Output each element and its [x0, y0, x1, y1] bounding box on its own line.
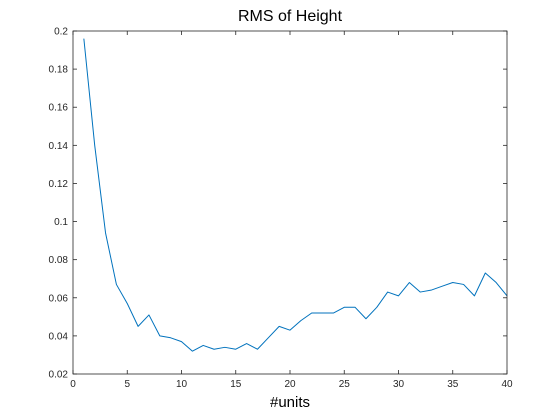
- plot-area: [73, 31, 507, 374]
- x-tick-label: 0: [70, 379, 76, 390]
- x-tick-label: 10: [176, 379, 188, 390]
- x-tick-label: 30: [393, 379, 405, 390]
- x-tick-label: 25: [339, 379, 351, 390]
- x-tick-label: 15: [230, 379, 242, 390]
- y-tick-label: 0.18: [49, 65, 69, 76]
- y-tick-label: 0.06: [49, 293, 69, 304]
- x-tick-label: 20: [284, 379, 296, 390]
- y-tick-label: 0.12: [49, 179, 69, 190]
- axis-tick-labels: 0 5 10 15 20 25 30 35 40 0.02 0.04 0.06 0.08 0.1 0.12 0…: [49, 27, 513, 391]
- plot-frame: [72, 30, 508, 375]
- y-tick-label: 0.2: [54, 27, 68, 38]
- x-tick-label: 5: [124, 379, 130, 390]
- x-tick-label: 40: [501, 379, 513, 390]
- x-axis-title: #units: [270, 394, 310, 411]
- y-tick-label: 0.16: [49, 103, 69, 114]
- chart-title: RMS of Height: [238, 8, 343, 25]
- y-tick-label: 0.08: [49, 255, 69, 266]
- y-tick-label: 0.14: [49, 141, 69, 152]
- series-line: [83, 38, 508, 352]
- y-tick-label: 0.02: [49, 370, 69, 381]
- series-group: [83, 38, 508, 352]
- y-tick-label: 0.04: [49, 331, 69, 342]
- x-tick-label: 35: [447, 379, 459, 390]
- y-tick-label: 0.1: [54, 217, 68, 228]
